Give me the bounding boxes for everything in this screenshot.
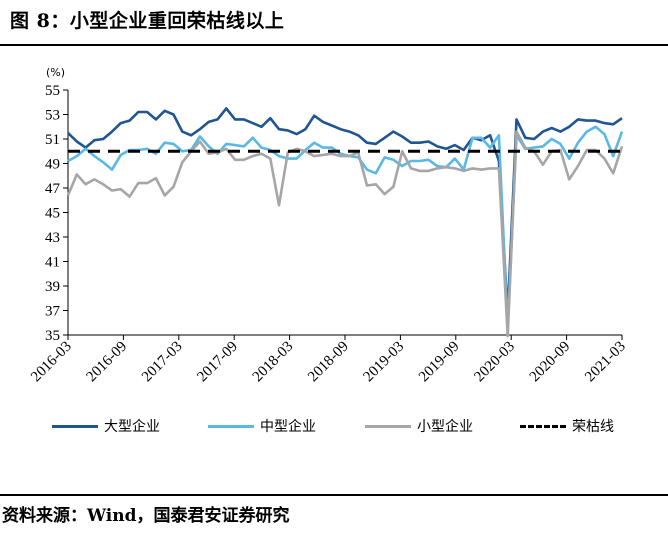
series-layer	[66, 107, 624, 338]
y-tick-label: 55	[45, 83, 60, 99]
series-line-0	[67, 107, 623, 316]
bottom-rule	[0, 494, 668, 496]
legend-label: 荣枯线	[572, 419, 614, 435]
top-rule	[0, 44, 668, 46]
legend-swatch	[52, 424, 98, 428]
y-tick-label: 53	[45, 108, 60, 124]
figure-title: 图 8：小型企业重回荣枯线以上	[10, 10, 285, 32]
legend-label: 小型企业	[417, 419, 473, 435]
x-tick-label: 2018-03	[250, 339, 297, 386]
x-tick-label: 2020-03	[471, 339, 518, 386]
x-tick-label: 2017-09	[194, 339, 241, 386]
y-tick-label: 43	[45, 230, 60, 246]
legend-swatch	[520, 424, 566, 428]
x-tick-label: 2016-03	[28, 339, 75, 386]
chart-legend: 大型企业 中型企业 小型企业 荣枯线	[0, 412, 668, 440]
x-tick-label: 2021-03	[582, 339, 629, 386]
y-tick-label: 41	[45, 255, 60, 271]
legend-item: 荣枯线	[520, 412, 614, 440]
legend-item: 中型企业	[208, 412, 316, 440]
y-tick-label: 47	[45, 181, 61, 197]
legend-label: 大型企业	[104, 419, 160, 435]
legend-swatch	[208, 424, 254, 428]
y-tick-label: 39	[45, 279, 60, 295]
x-tick-label: 2017-03	[139, 339, 186, 386]
y-tick-label: 37	[45, 304, 61, 320]
x-tick-label: 2016-09	[84, 339, 131, 386]
legend-swatch	[365, 424, 411, 428]
y-unit-label: (%)	[46, 66, 65, 79]
y-tick-label: 35	[45, 328, 60, 344]
x-tick-label: 2019-09	[416, 339, 463, 386]
legend-label: 中型企业	[260, 419, 316, 435]
legend-item: 大型企业	[52, 412, 160, 440]
y-tick-label: 49	[45, 157, 60, 173]
legend-item: 小型企业	[365, 412, 473, 440]
series-line-2	[66, 130, 624, 338]
x-tick-label: 2019-03	[361, 339, 408, 386]
x-tick-label: 2020-09	[527, 339, 574, 386]
source-note: 资料来源：Wind，国泰君安证券研究	[2, 506, 290, 526]
y-tick-label: 51	[45, 132, 60, 148]
y-tick-label: 45	[45, 206, 60, 222]
x-tick-label: 2018-09	[305, 339, 352, 386]
